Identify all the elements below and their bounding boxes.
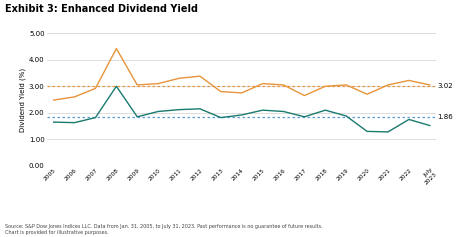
Text: 3.02: 3.02 — [437, 83, 453, 89]
Text: Exhibit 3: Enhanced Dividend Yield: Exhibit 3: Enhanced Dividend Yield — [5, 4, 198, 14]
Y-axis label: Dividend Yield (%): Dividend Yield (%) — [19, 68, 26, 132]
Text: 1.86: 1.86 — [437, 114, 453, 119]
Text: Source: S&P Dow Jones Indices LLC. Data from Jan. 31, 2005, to July 31, 2023. Pa: Source: S&P Dow Jones Indices LLC. Data … — [5, 224, 322, 235]
